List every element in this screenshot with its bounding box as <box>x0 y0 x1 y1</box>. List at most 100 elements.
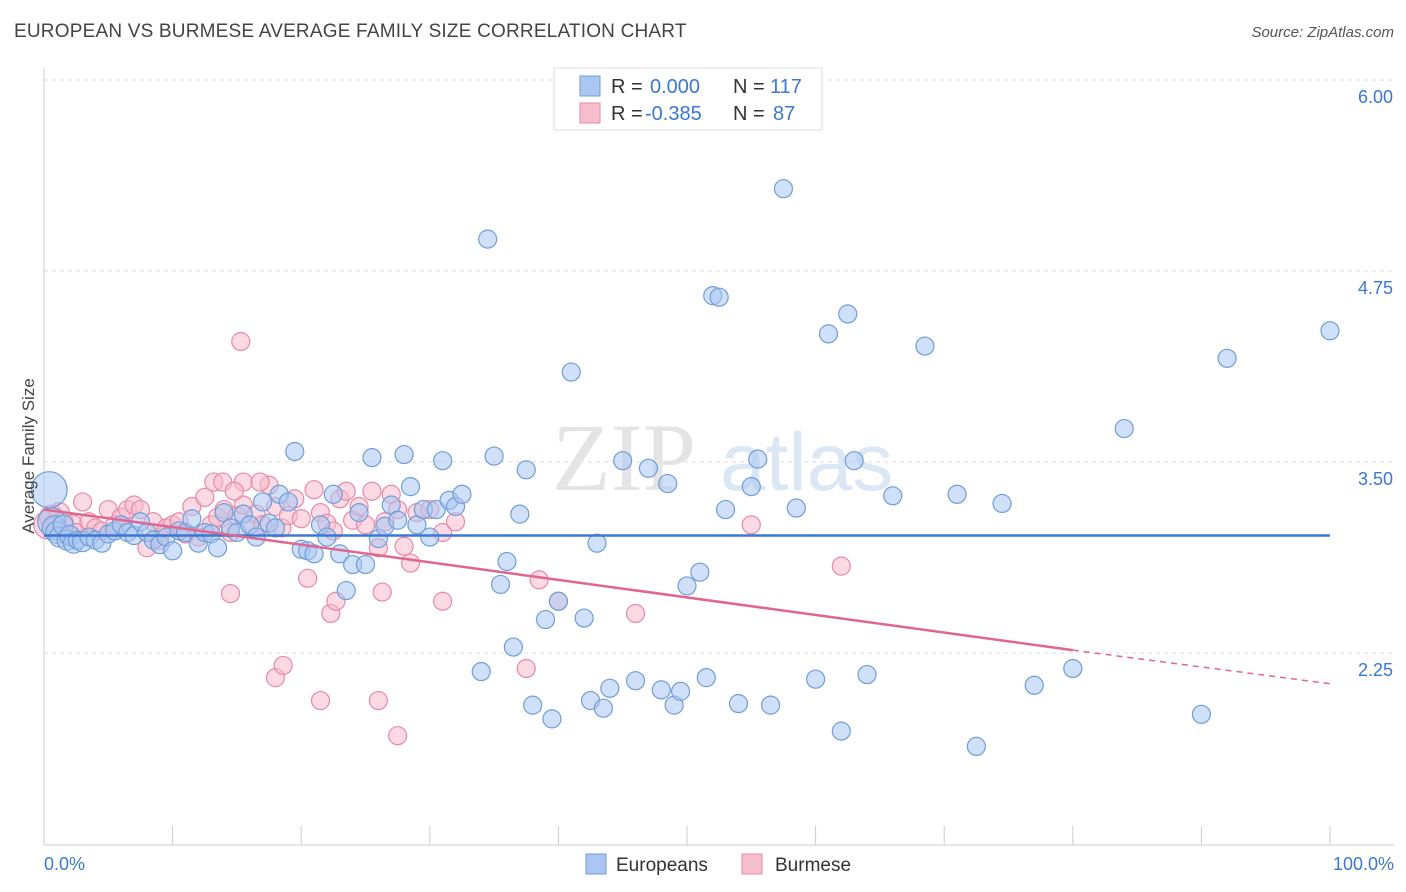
europeans-point <box>690 562 710 582</box>
series-legend: Europeans Burmese <box>585 853 851 876</box>
burmese-point <box>516 658 536 679</box>
europeans-point <box>278 492 298 512</box>
burmese-point <box>831 556 851 576</box>
burmese-point <box>273 655 293 676</box>
europeans-point <box>285 441 305 462</box>
bottom-legend-label-europeans: Europeans <box>616 855 708 876</box>
burmese-point <box>368 690 388 711</box>
y-axis-title: Average Family Size <box>19 378 38 534</box>
bottom-legend-label-burmese: Burmese <box>775 855 851 876</box>
legend-n-label-europeans: N = <box>733 76 765 98</box>
europeans-point <box>317 527 337 547</box>
europeans-point <box>1114 418 1134 439</box>
europeans-point <box>265 518 286 538</box>
burmese-point <box>433 591 453 611</box>
europeans-point <box>748 449 768 469</box>
burmese-point <box>298 568 318 588</box>
europeans-point <box>760 695 781 715</box>
europeans-point <box>638 458 659 478</box>
europeans-point <box>728 694 749 714</box>
x-tick-label-max: 100.0% <box>1333 854 1394 874</box>
europeans-point <box>773 179 794 199</box>
europeans-point <box>1320 321 1340 341</box>
legend-r-value-europeans: 0.000 <box>650 76 700 98</box>
europeans-point <box>510 504 530 524</box>
legend-swatch-burmese <box>579 102 601 124</box>
burmese-point <box>220 583 241 604</box>
europeans-point <box>741 477 761 497</box>
burmese-point <box>625 603 646 624</box>
y-tick-labels: 2.25 3.50 4.75 6.00 <box>1358 87 1393 680</box>
europeans-point <box>253 492 273 512</box>
europeans-point <box>420 527 440 547</box>
europeans-point <box>992 493 1012 514</box>
europeans-point <box>503 637 523 657</box>
europeans-point <box>600 678 620 698</box>
europeans-point <box>163 541 183 561</box>
legend-r-value-burmese: -0.385 <box>645 103 702 125</box>
trend-lines <box>43 508 1331 685</box>
burmese-point <box>741 515 761 535</box>
europeans-point <box>535 609 556 630</box>
source-label: Source: ZipAtlas.com <box>1251 24 1394 41</box>
europeans-point <box>355 554 376 575</box>
europeans-point <box>433 451 453 471</box>
europeans-point <box>857 664 877 685</box>
watermark: ZIP atlas <box>552 404 893 511</box>
europeans-point <box>490 574 511 595</box>
burmese-point <box>400 553 421 573</box>
europeans-point <box>182 509 202 529</box>
europeans-point <box>1063 658 1083 679</box>
europeans-point <box>966 736 986 757</box>
bottom-legend-swatch-europeans <box>585 853 607 875</box>
europeans-point <box>1024 675 1044 695</box>
axes <box>43 68 1394 846</box>
europeans-point <box>452 484 472 504</box>
europeans-point <box>915 336 935 356</box>
europeans-point <box>670 681 691 701</box>
chart-title: EUROPEAN VS BURMESE AVERAGE FAMILY SIZE … <box>14 21 687 42</box>
europeans-point <box>709 287 729 307</box>
europeans-point <box>715 499 736 520</box>
burmese-point <box>291 509 311 529</box>
europeans-point <box>696 668 716 688</box>
burmese-point <box>529 570 549 590</box>
europeans-point <box>574 608 594 628</box>
europeans-point <box>593 698 614 718</box>
europeans-point <box>478 229 498 249</box>
europeans-point <box>651 680 671 700</box>
europeans-point <box>947 484 967 504</box>
burmese-point <box>388 726 408 746</box>
europeans-point <box>587 533 607 553</box>
burmese-point <box>394 536 414 556</box>
europeans-point <box>561 362 581 382</box>
europeans-point <box>304 544 324 564</box>
burmese-point <box>362 481 382 501</box>
europeans-point <box>831 721 851 741</box>
europeans-point <box>516 460 536 480</box>
burmese-trend-line <box>43 508 1073 652</box>
burmese-point <box>224 481 244 501</box>
europeans-point <box>471 661 491 682</box>
bottom-legend-swatch-burmese <box>741 853 763 875</box>
europeans-point <box>883 486 903 506</box>
europeans-point <box>658 473 678 494</box>
burmese-point <box>250 472 270 492</box>
europeans-point <box>677 576 697 596</box>
europeans-point <box>1217 348 1237 368</box>
europeans-point <box>388 510 408 530</box>
burmese-point <box>231 331 251 352</box>
burmese-point <box>195 487 215 507</box>
europeans-point <box>523 695 543 715</box>
europeans-point <box>625 671 646 691</box>
burmese-trend-line-extension <box>1072 649 1331 685</box>
europeans-point <box>1191 704 1212 724</box>
europeans-point <box>484 446 504 466</box>
europeans-point <box>323 484 343 504</box>
europeans-point <box>548 591 569 611</box>
europeans-point <box>786 498 806 518</box>
europeans-point <box>349 503 369 523</box>
correlation-legend: R = 0.000 N = 117 R = -0.385 N = 87 <box>553 67 823 131</box>
legend-r-label-europeans: R = <box>611 76 643 98</box>
